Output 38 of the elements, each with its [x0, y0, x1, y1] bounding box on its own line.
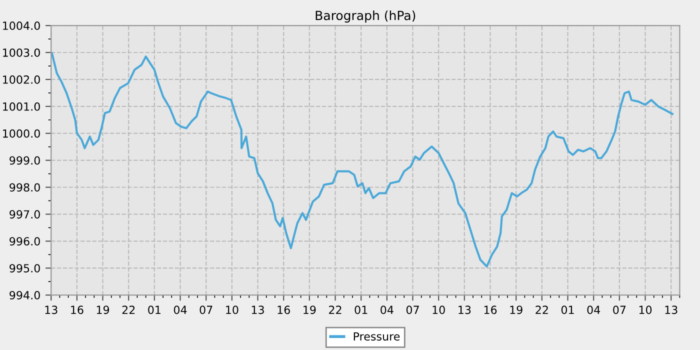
y-tick-label: 995.0	[10, 264, 40, 272]
x-tick-label: 13	[252, 306, 264, 314]
x-tick-label: 13	[45, 306, 58, 314]
x-tick-label: 13	[458, 306, 471, 314]
legend-label: Pressure	[354, 332, 400, 341]
x-tick-label: 01	[148, 306, 160, 314]
x-tick-label: 07	[613, 306, 626, 314]
y-tick-label: 996.0	[10, 237, 40, 246]
y-tick-label: 998.0	[10, 183, 40, 192]
y-tick-label: 1001.0	[3, 102, 40, 111]
y-tick-label: 1000.0	[3, 129, 40, 138]
x-tick-label: 19	[96, 306, 110, 314]
x-tick-label: 16	[484, 306, 497, 314]
x-tick-label: 01	[354, 306, 368, 314]
y-tick-label: 1003.0	[3, 48, 40, 57]
y-tick-label: 1004.0	[3, 22, 40, 30]
x-tick-label: 16	[71, 306, 84, 314]
x-tick-label: 10	[432, 306, 445, 314]
x-tick-label: 22	[329, 306, 342, 314]
x-tick-label: 01	[561, 306, 574, 314]
y-tick-label: 997.0	[10, 210, 40, 219]
x-tick-label: 10	[639, 306, 652, 314]
x-tick-label: 22	[122, 306, 135, 314]
chart-title: Barograph (hPa)	[316, 10, 416, 23]
x-tick-label: 19	[304, 306, 316, 314]
x-tick-label: 04	[587, 306, 600, 314]
x-tick-label: 04	[174, 306, 187, 314]
y-tick-label: 1002.0	[3, 75, 40, 84]
x-tick-label: 04	[380, 306, 394, 314]
x-tick-label: 07	[406, 306, 419, 314]
y-tick-label: 999.0	[10, 156, 40, 165]
x-tick-label: 10	[226, 306, 238, 314]
x-tick-label: 22	[536, 306, 548, 314]
x-tick-label: 07	[200, 306, 212, 314]
x-tick-label: 16	[278, 306, 290, 314]
x-tick-label: 19	[510, 306, 522, 314]
y-tick-label: 994.0	[10, 291, 40, 300]
x-tick-label: 13	[665, 306, 678, 314]
